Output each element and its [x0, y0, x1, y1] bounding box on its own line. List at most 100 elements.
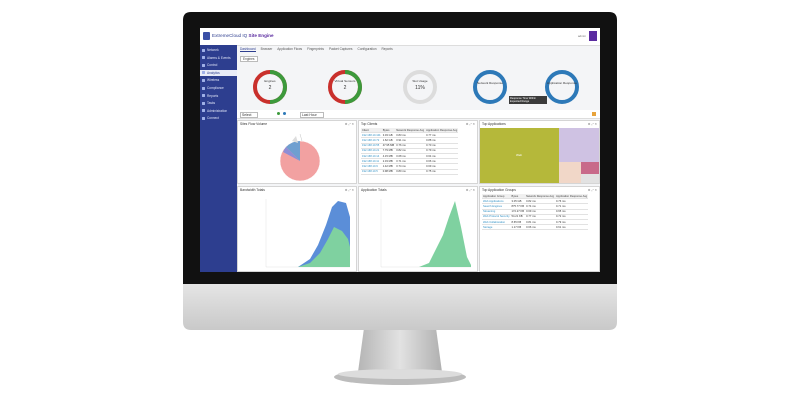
- column-header: Bytes: [381, 128, 396, 134]
- column-header: Network Response Avg: [395, 128, 426, 134]
- panel-icons: ⚙ ⤢ ✕: [587, 188, 597, 192]
- cell[interactable]: 192.168.10.72: [361, 137, 382, 144]
- sidebar-item[interactable]: Connect: [200, 115, 237, 121]
- cell[interactable]: 192.168.10.9: [361, 163, 382, 170]
- row: Web Applications 3.05 GB 0.82 ms 0.76 ms: [482, 198, 589, 205]
- cell: 0.64 ms: [425, 153, 459, 160]
- tab[interactable]: Application Flows: [277, 47, 303, 51]
- panel: Top Clients ⚙ ⤢ ✕ Client Bytes Network Res…: [358, 120, 478, 184]
- sidebar-item[interactable]: Reports: [200, 93, 237, 99]
- column-header: Application Response Avg: [555, 194, 589, 200]
- filter-dropdown[interactable]: Engines: [240, 56, 258, 62]
- panel-title: Application Totals: [361, 188, 387, 192]
- cell: 0.70 ms: [425, 143, 459, 149]
- gauge-value: 11%: [415, 85, 425, 91]
- icon: [202, 48, 205, 52]
- cell[interactable]: 192.168.10.55: [361, 143, 382, 149]
- tabs: Dashboard Browser Application Flows Fingerp…: [240, 47, 398, 53]
- sidebar-item[interactable]: Control: [200, 62, 237, 68]
- play[interactable]: [277, 112, 280, 115]
- tab[interactable]: Configuration: [357, 47, 377, 51]
- gauge-value: 2: [268, 85, 272, 91]
- select[interactable]: Select: [240, 112, 259, 118]
- tab[interactable]: Fingerprints: [307, 47, 324, 51]
- cell: 0.74 ms: [395, 163, 426, 170]
- row: Web Collaboration 8.65 KB 0.81 ms 0.79 ms: [482, 219, 589, 226]
- header-row: Application Group Bytes Network Response A…: [482, 194, 589, 200]
- ring: [269, 70, 287, 104]
- top-bar: ExtremeCloud IQ Site Engine admin: [200, 28, 600, 46]
- pie: [279, 133, 321, 182]
- cell[interactable]: 192.168.10.101: [361, 132, 382, 139]
- ring: [545, 70, 579, 104]
- row: Web Protocol Security 54.21 KB 0.77 ms 0.72…: [482, 214, 589, 220]
- cell: 0.75 ms: [425, 169, 459, 175]
- ring: [473, 70, 507, 104]
- toolbar: Select Last Hour: [237, 110, 600, 119]
- sidebar-item[interactable]: Alarms & Events: [200, 55, 237, 61]
- panel-title: Sites Flow Volume: [240, 122, 268, 126]
- cell: 172.27 KB: [510, 209, 526, 215]
- cell[interactable]: Web Applications: [482, 198, 511, 205]
- tab[interactable]: Packet Captures: [328, 47, 353, 51]
- cell[interactable]: Search Engines: [482, 203, 511, 210]
- ring: [403, 70, 437, 104]
- cell: 0.80 ms: [395, 169, 426, 175]
- gauge-label: Slot Usage: [412, 79, 428, 83]
- gauge-label: Network Response: [476, 81, 504, 85]
- refresh[interactable]: [283, 112, 286, 115]
- row: Storage 1.17 KB 0.66 ms 0.61 ms: [482, 224, 589, 231]
- cell[interactable]: Storage: [482, 224, 511, 231]
- row: 192.168.10.5 0.98 MB 0.80 ms 0.75 ms: [361, 169, 459, 175]
- table: Application Group Bytes Network Response A…: [482, 194, 589, 231]
- cell: 0.71 ms: [555, 203, 589, 210]
- gauge-rings: [253, 70, 579, 104]
- table: Client Bytes Network Response Avg Applicati…: [361, 128, 459, 175]
- product-name: ExtremeCloud IQ: [212, 33, 248, 38]
- pie-slice: [292, 136, 298, 143]
- pie-slice: [283, 147, 300, 161]
- view-toggle[interactable]: [592, 111, 596, 116]
- cell: 0.61 ms: [555, 224, 589, 231]
- treemap-cell: [559, 162, 581, 183]
- cell: 0.66 ms: [525, 224, 555, 231]
- panel-icons: ⚙ ⤢ ✕: [465, 122, 475, 126]
- sidebar-item[interactable]: Administration: [200, 108, 237, 114]
- gauge-label: Virtual Sensors: [334, 79, 356, 83]
- column-header: Bytes: [510, 194, 526, 200]
- sidebar-item[interactable]: Tasks: [200, 100, 237, 106]
- stand-neck: [358, 328, 442, 372]
- sidebar-item[interactable]: Wireless: [200, 77, 237, 83]
- cell: 0.91 ms: [395, 137, 426, 144]
- logo: [203, 32, 210, 40]
- cell[interactable]: 192.168.10.11: [361, 158, 382, 165]
- cell[interactable]: Web Collaboration: [482, 219, 511, 226]
- icon: [202, 78, 205, 82]
- cell: 54.21 KB: [510, 214, 526, 220]
- cell: 0.72 ms: [555, 214, 589, 220]
- cell[interactable]: Streaming: [482, 209, 511, 215]
- cell[interactable]: Web Protocol Security: [482, 214, 511, 220]
- sidebar-item[interactable]: Analytics: [200, 69, 237, 76]
- cell: 0.82 ms: [525, 198, 555, 205]
- cell: 0.79 ms: [425, 148, 459, 154]
- tab[interactable]: Dashboard: [240, 47, 256, 52]
- panel-title: Top Applications: [482, 122, 506, 126]
- tab[interactable]: Reports: [381, 47, 393, 51]
- cell[interactable]: 192.168.10.21: [361, 148, 382, 154]
- sidebar-item[interactable]: Network: [200, 47, 237, 53]
- cell: 0.81 ms: [525, 219, 555, 226]
- cell[interactable]: 192.168.10.5: [361, 169, 382, 175]
- product-title: Site Engine: [248, 33, 274, 38]
- icon: [202, 63, 205, 67]
- time-select[interactable]: Last Hour: [300, 112, 324, 118]
- user-name[interactable]: admin: [577, 34, 586, 38]
- tab[interactable]: Browser: [260, 47, 273, 51]
- panel: Sites Flow Volume ⚙ ⤢ ✕: [237, 120, 357, 184]
- cell: 0.82 ms: [395, 148, 426, 154]
- cell: 0.66 ms: [425, 158, 459, 165]
- icon: [202, 101, 205, 105]
- cell: 0.71 ms: [395, 158, 426, 165]
- sidebar-item[interactable]: Compliance: [200, 85, 237, 91]
- cell[interactable]: 192.168.10.14: [361, 153, 382, 160]
